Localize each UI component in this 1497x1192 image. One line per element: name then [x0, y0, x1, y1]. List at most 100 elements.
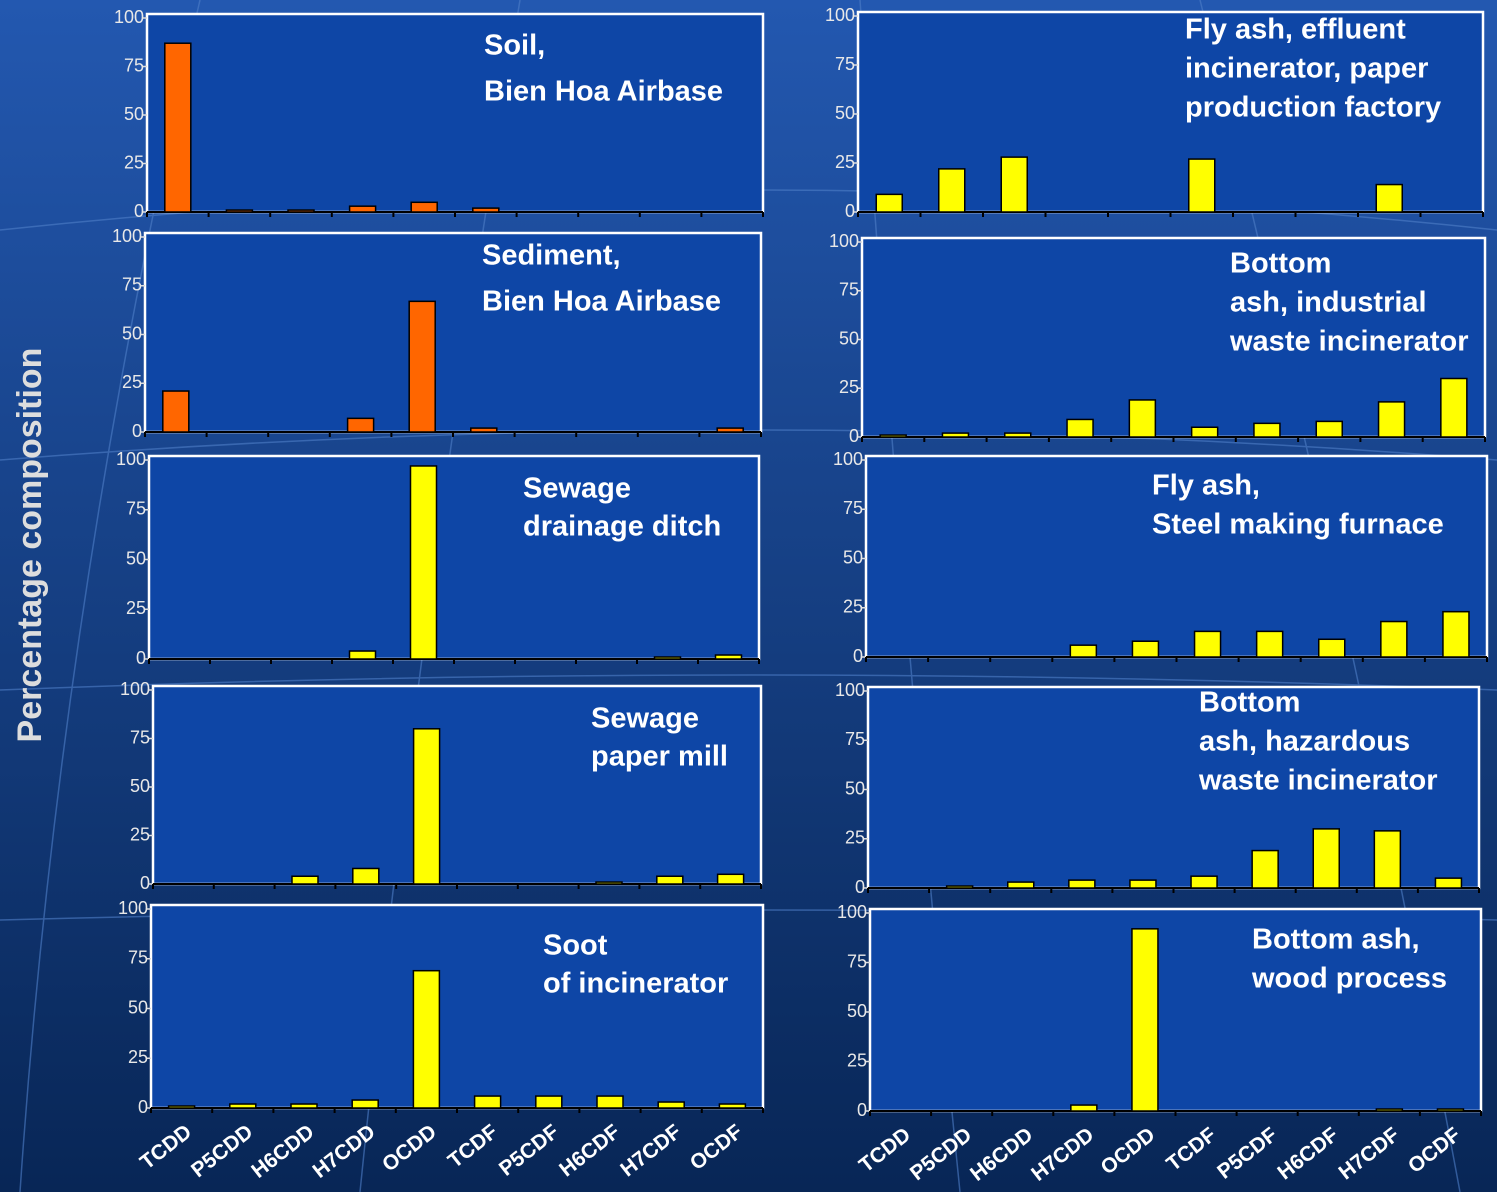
- bar: [941, 432, 970, 438]
- bar: [348, 650, 377, 660]
- y-tick-label: 25: [839, 377, 859, 397]
- panel: [149, 903, 765, 1110]
- bar: [1373, 830, 1402, 889]
- y-axis-label: Percentage composition: [11, 348, 49, 743]
- bar: [410, 201, 438, 213]
- panel-title: Soot: [543, 930, 608, 962]
- bar: [1375, 1108, 1404, 1112]
- y-tick-label: 50: [128, 997, 148, 1017]
- y-tick-label: 50: [843, 547, 863, 567]
- bar: [938, 168, 966, 213]
- bar: [1253, 422, 1281, 438]
- bar: [409, 465, 438, 660]
- y-tick-label: 50: [126, 548, 146, 568]
- bar: [1190, 875, 1218, 889]
- bar: [351, 1099, 379, 1109]
- bar: [1131, 928, 1159, 1112]
- panel-title: wood process: [1251, 963, 1447, 995]
- y-tick-label: 25: [126, 598, 146, 618]
- bar: [716, 873, 745, 885]
- bar: [1255, 630, 1284, 658]
- bar: [1377, 401, 1406, 438]
- bar: [1190, 426, 1219, 438]
- y-tick-label: 0: [845, 201, 855, 221]
- bar: [1070, 1104, 1098, 1112]
- bar: [1436, 1108, 1465, 1112]
- bar: [656, 875, 684, 885]
- panel-title: Bottom: [1199, 687, 1300, 719]
- bar: [1000, 156, 1028, 213]
- bar: [716, 427, 744, 433]
- y-tick-label: 75: [130, 727, 150, 747]
- y-tick-label: 100: [120, 679, 150, 699]
- bar: [1004, 432, 1032, 438]
- panel: [147, 454, 761, 661]
- bar: [1375, 183, 1403, 213]
- y-tick-label: 100: [829, 231, 859, 251]
- y-tick-label: 25: [835, 152, 855, 172]
- panel-title: Bottom ash,: [1252, 924, 1420, 956]
- y-tick-label: 25: [130, 824, 150, 844]
- y-tick-label: 0: [140, 873, 150, 893]
- panel-title: ash, hazardous: [1199, 726, 1410, 758]
- bar: [1312, 828, 1340, 889]
- bar: [1131, 640, 1160, 658]
- y-tick-label: 75: [835, 54, 855, 74]
- y-tick-label: 100: [833, 449, 863, 469]
- y-tick-label: 25: [124, 152, 144, 172]
- bar: [1066, 418, 1094, 438]
- bar: [287, 209, 315, 213]
- panel-title: Steel making furnace: [1152, 509, 1444, 541]
- y-tick-label: 75: [126, 499, 146, 519]
- panel-title: incinerator, paper: [1185, 53, 1428, 85]
- panel: [143, 231, 763, 434]
- y-tick-label: 0: [132, 421, 142, 441]
- y-tick-label: 50: [839, 328, 859, 348]
- bar: [229, 1103, 257, 1109]
- y-tick-label: 0: [136, 648, 146, 668]
- y-tick-label: 50: [835, 103, 855, 123]
- bar: [1434, 877, 1463, 889]
- y-tick-label: 75: [128, 948, 148, 968]
- bar: [1068, 879, 1096, 889]
- bar: [162, 390, 190, 433]
- bar: [535, 1095, 563, 1109]
- bar: [1251, 849, 1279, 889]
- bar: [291, 875, 319, 885]
- bar: [718, 1103, 747, 1109]
- y-tick-label: 25: [847, 1050, 867, 1070]
- bar: [346, 417, 375, 433]
- bar: [1129, 879, 1157, 889]
- bar: [595, 881, 623, 885]
- bar: [1318, 638, 1346, 658]
- bar: [1440, 377, 1468, 438]
- panel: [856, 10, 1485, 214]
- y-tick-label: 100: [118, 898, 148, 918]
- y-tick-label: 50: [847, 1001, 867, 1021]
- y-tick-label: 0: [855, 877, 865, 897]
- y-tick-label: 50: [124, 104, 144, 124]
- bar: [470, 427, 498, 433]
- bar: [596, 1095, 624, 1109]
- y-tick-label: 100: [112, 226, 142, 246]
- panel-title: of incinerator: [543, 968, 728, 1000]
- bar: [167, 1105, 196, 1109]
- y-tick-label: 75: [122, 275, 142, 295]
- y-tick-label: 75: [124, 55, 144, 75]
- y-tick-label: 25: [843, 597, 863, 617]
- bar: [875, 193, 903, 213]
- panel-title: Sewage: [591, 703, 699, 735]
- bar: [408, 300, 436, 433]
- y-tick-label: 0: [134, 201, 144, 221]
- y-tick-label: 25: [122, 372, 142, 392]
- bar: [1188, 158, 1216, 213]
- bar: [714, 654, 743, 660]
- y-tick-label: 75: [847, 951, 867, 971]
- panel-title: Sediment,: [482, 240, 621, 272]
- bar: [412, 969, 441, 1109]
- bar: [290, 1103, 318, 1109]
- panel-title: paper mill: [591, 741, 728, 773]
- panel-title: Fly ash,: [1152, 470, 1260, 502]
- y-tick-label: 75: [843, 498, 863, 518]
